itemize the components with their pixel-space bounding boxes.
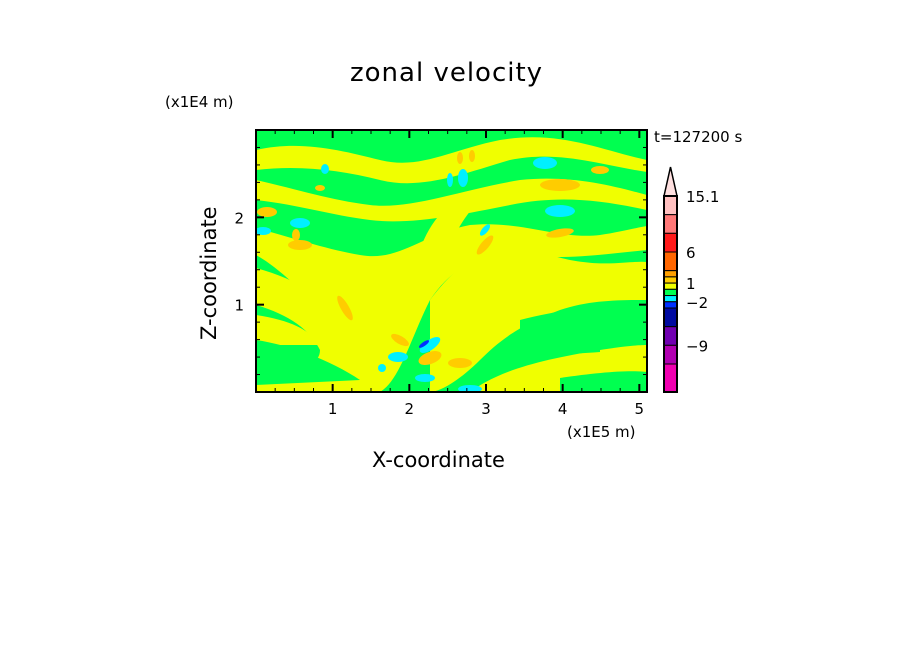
colorbar-segment <box>663 301 678 309</box>
time-label: t=127200 s <box>654 128 743 146</box>
y-tick-label: 1 <box>234 297 244 315</box>
colorbar-segment <box>663 326 678 346</box>
colorbar: 15.1 6 1−2 −9 <box>663 166 719 393</box>
colorbar-segment <box>663 214 678 234</box>
colorbar-segment <box>663 195 678 216</box>
plot-frame <box>255 129 648 393</box>
colorbar-label: 1 <box>686 275 696 293</box>
colorbar-segment <box>663 270 678 278</box>
colorbar-segment <box>663 276 678 284</box>
contour-field <box>256 130 647 392</box>
colorbar-segment <box>663 307 678 328</box>
colorbar-label: −2 <box>686 294 708 312</box>
colorbar-segment <box>663 295 678 303</box>
x-tick-label: 3 <box>481 400 491 418</box>
colorbar-segment <box>663 363 678 393</box>
y-tick-label: 2 <box>234 209 244 227</box>
y-axis-unit: (x1E4 m) <box>165 93 234 111</box>
colorbar-segment <box>663 288 678 297</box>
colorbar-segment <box>663 282 678 290</box>
colorbar-label: −9 <box>686 337 708 355</box>
x-axis-label: X-coordinate <box>372 448 505 472</box>
x-tick-label: 4 <box>558 400 568 418</box>
colorbar-segment <box>663 344 678 365</box>
colorbar-extend-triangle <box>663 166 678 197</box>
x-axis-unit: (x1E5 m) <box>567 423 636 441</box>
colorbar-segment <box>663 232 678 253</box>
colorbar-label: 6 <box>686 244 696 262</box>
x-tick-label: 5 <box>635 400 645 418</box>
colorbar-label: 15.1 <box>686 188 719 206</box>
x-tick-label: 1 <box>328 400 338 418</box>
colorbar-segment <box>663 251 678 272</box>
x-tick-label: 2 <box>405 400 415 418</box>
chart-title: zonal velocity <box>350 58 544 88</box>
colorbar-frame <box>663 195 678 393</box>
